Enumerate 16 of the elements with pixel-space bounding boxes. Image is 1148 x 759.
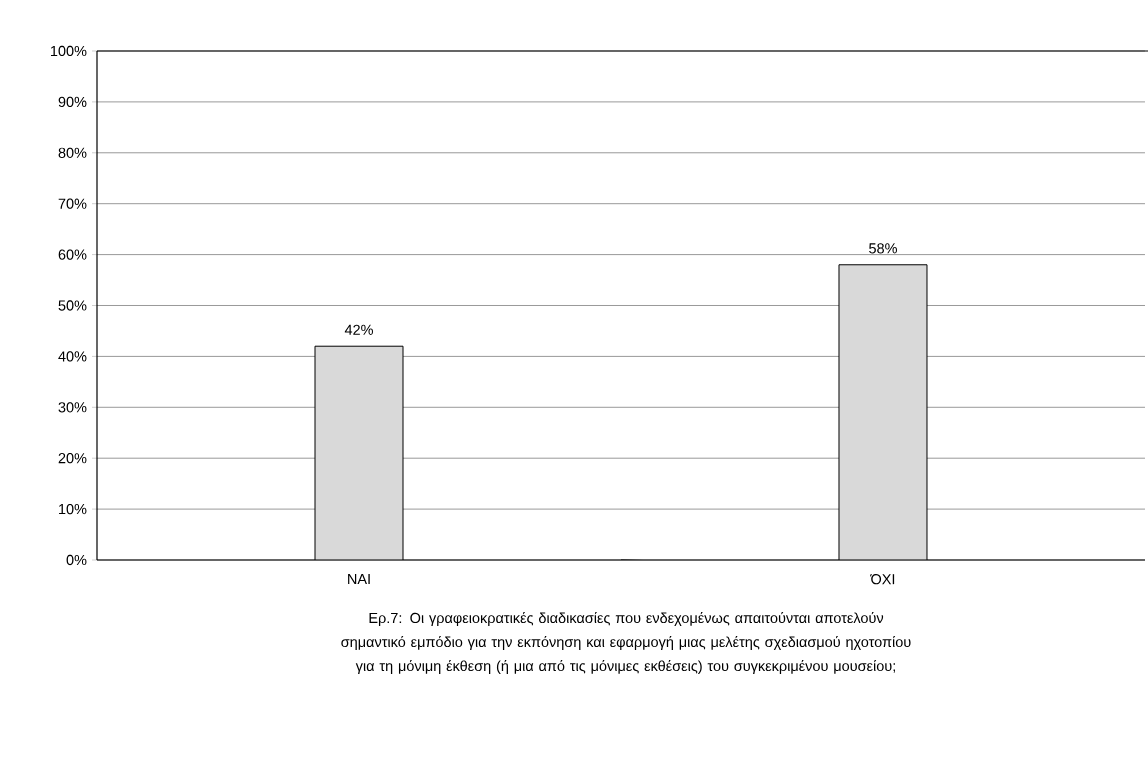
y-tick-label: 30% xyxy=(58,402,87,413)
data-label: 42% xyxy=(344,324,373,335)
data-label: 58% xyxy=(869,243,897,254)
text: Ερ.7: Οι γραφειοκρατικές διαδικασίες που ενδεχομένως απαιτούνται αποτελούν σημαντικό εμπόδιο για την εκπόνηση και εφαρμογή μιας μελέτης σχεδιασμού ηχοτοπίου για τη μόνιμη έκθεση (ή μια από τις μόνιμες εκθέσεις) του συγκεκριμένου μουσείου; xyxy=(341,612,911,674)
x-tick-label: ΝΑΙ xyxy=(348,574,370,585)
y-tick-label: 0% xyxy=(66,554,87,566)
y-tick-label: 60% xyxy=(58,249,87,260)
y-tick-label: 70% xyxy=(58,198,87,209)
y-tick-label: 50% xyxy=(58,300,87,311)
y-tick-label: 20% xyxy=(58,453,87,464)
y-tick-label: 90% xyxy=(58,96,87,108)
y-tick-label: 10% xyxy=(59,503,87,515)
x-tick-label: ΌΧΙ xyxy=(870,574,895,585)
y-tick-label: 40% xyxy=(58,351,87,362)
y-tick-label: 80% xyxy=(58,147,87,158)
y-tick-label: 100% xyxy=(50,45,87,57)
